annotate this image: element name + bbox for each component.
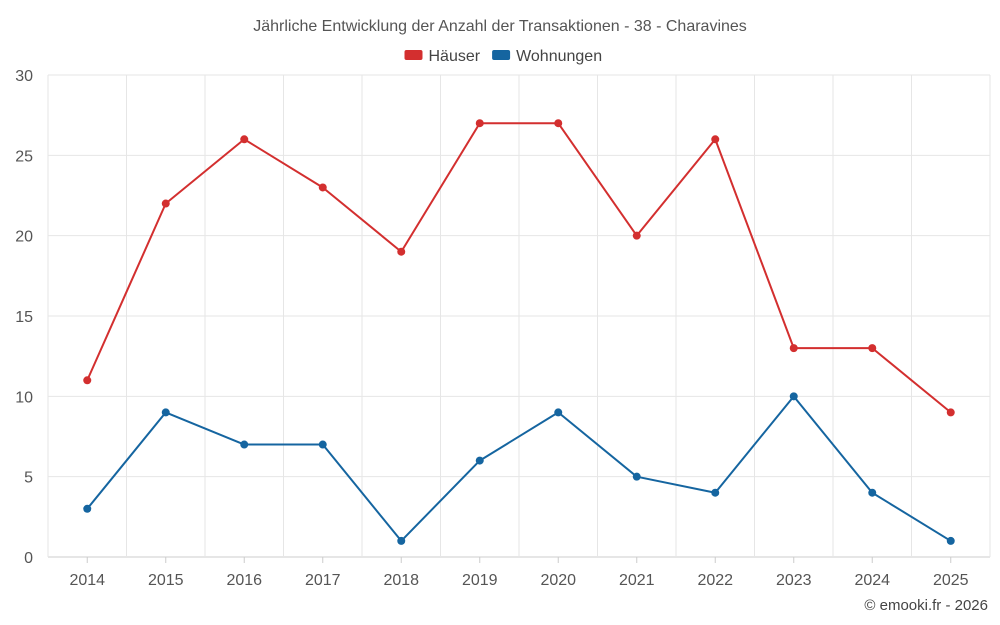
data-point[interactable] [161,199,170,208]
data-point[interactable] [475,456,484,465]
legend-item[interactable]: Häuser [404,48,481,65]
data-point[interactable] [318,183,327,192]
legend-swatch [404,50,423,60]
x-tick-label: 2015 [148,572,184,589]
y-axis: 0 5 10 15 20 25 30 [15,68,33,567]
data-point[interactable] [397,536,406,545]
y-tick-label: 20 [15,229,33,246]
data-point[interactable] [711,135,720,144]
data-point[interactable] [632,472,641,481]
data-point[interactable] [554,408,563,417]
data-point[interactable] [161,408,170,417]
x-axis: 2014 2015 2016 2017 2018 2019 2020 2021 2022 2023… [69,557,969,589]
series-1 [83,119,955,417]
data-point[interactable] [240,440,249,449]
y-tick-label: 10 [15,389,33,406]
series-line [86,395,952,542]
x-tick-label: 2023 [776,572,812,589]
data-point[interactable] [318,440,327,449]
data-point[interactable] [475,119,484,128]
legend-item[interactable]: Wohnungen [492,48,602,65]
x-tick-label: 2017 [305,572,341,589]
legend-label: Häuser [429,48,481,65]
data-point[interactable] [83,376,92,385]
x-tick-label: 2022 [697,572,733,589]
data-point[interactable] [240,135,249,144]
grid [47,74,991,558]
data-point[interactable] [789,344,798,353]
data-point[interactable] [868,344,877,353]
x-tick-label: 2024 [854,572,890,589]
x-tick-label: 2021 [619,572,655,589]
y-tick-label: 15 [15,309,33,326]
data-point[interactable] [868,488,877,497]
legend-swatch [492,50,511,60]
x-tick-label: 2025 [933,572,969,589]
legend: Häuser Wohnungen [404,48,602,65]
data-point[interactable] [554,119,563,128]
series-line [86,122,952,414]
x-tick-label: 2018 [383,572,419,589]
y-tick-label: 25 [15,148,33,165]
data-point[interactable] [789,392,798,401]
data-point[interactable] [946,536,955,545]
x-tick-label: 2019 [462,572,498,589]
y-tick-label: 5 [24,470,33,487]
data-point[interactable] [946,408,955,417]
x-tick-label: 2020 [540,572,576,589]
legend-label: Wohnungen [516,48,602,65]
series-2 [83,392,955,545]
data-point[interactable] [711,488,720,497]
data-point[interactable] [632,231,641,240]
series-layer [83,119,955,545]
x-tick-label: 2016 [226,572,262,589]
data-point[interactable] [83,504,92,513]
y-tick-label: 0 [24,550,33,567]
data-point[interactable] [397,247,406,256]
y-tick-label: 30 [15,68,33,85]
credit-text: © emooki.fr - 2026 [864,597,988,614]
chart-title: Jährliche Entwicklung der Anzahl der Tra… [253,18,747,35]
x-tick-label: 2014 [69,572,105,589]
